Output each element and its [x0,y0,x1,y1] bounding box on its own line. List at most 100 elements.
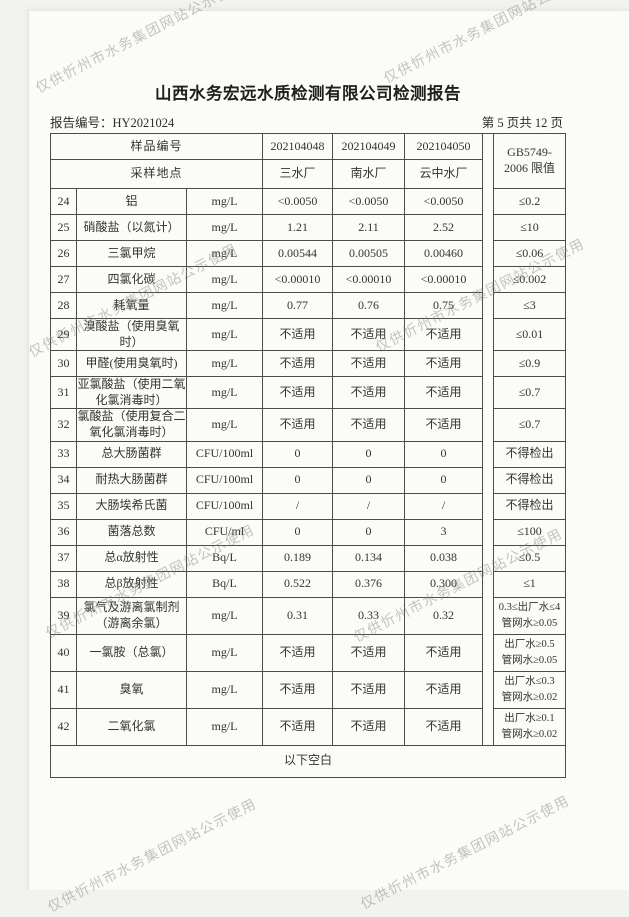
parameter-name: 总α放射性 [76,544,187,572]
value-sample-1: 不适用 [262,408,333,442]
value-sample-2: 0 [332,440,405,468]
report-title: 山西水务宏远水质检测有限公司检测报告 [155,85,461,103]
table-row: 30 甲醛(使用臭氧时) mg/L 不适用 不适用 不适用 ≤0.9 [50,350,566,378]
parameter-name: 溴酸盐（使用臭氧时） [76,317,187,352]
value-sample-1: 0 [262,466,333,494]
value-sample-1: 0.77 [262,292,333,319]
value-sample-1: 不适用 [262,376,333,410]
parameter-name: 二氧化氯 [76,707,187,746]
parameter-name: 硝酸盐（以氮计） [76,214,187,241]
unit: mg/L [186,317,263,352]
report-meta-line: 报告编号：HY2021024 第 5 页共 12 页 [50,112,563,131]
value-sample-2: 0.376 [332,570,405,598]
unit: mg/L [186,408,263,442]
row-number: 28 [50,292,77,319]
value-sample-3: 0.300 [404,570,483,598]
value-sample-1: 0 [262,518,333,546]
value-sample-3: 2.52 [404,214,483,241]
row-number: 38 [50,570,77,598]
sample-id-label: 样品编号 [50,133,263,160]
table-row: 31 亚氯酸盐（使用二氧化氯消毒时） mg/L 不适用 不适用 不适用 ≤0.7 [50,376,566,410]
limit-value: 出厂水≥0.5 管网水≥0.05 [493,633,566,672]
parameter-name: 总大肠菌群 [76,440,187,468]
unit: Bq/L [186,544,263,572]
value-sample-3: 3 [404,518,483,546]
table-row: 24 铝 mg/L <0.0050 <0.0050 <0.0050 ≤0.2 [50,188,566,215]
value-sample-3: 不适用 [404,633,483,672]
limit-value: 0.3≤出厂水≤4 管网水≥0.05 [493,596,566,635]
table-row: 34 耐热大肠菌群 CFU/100ml 0 0 0 不得检出 [50,466,566,494]
row-number: 35 [50,492,77,520]
limit-value: 不得检出 [493,492,566,520]
unit: mg/L [186,240,263,267]
value-sample-3: <0.00010 [404,266,483,293]
row-number: 27 [50,266,77,293]
value-sample-2: 不适用 [332,376,405,410]
table-row: 25 硝酸盐（以氮计） mg/L 1.21 2.11 2.52 ≤10 [50,214,566,241]
row-number: 29 [50,317,77,352]
value-sample-2: <0.00010 [332,266,405,293]
value-sample-2: 不适用 [332,707,405,746]
value-sample-1: 0.00544 [262,240,333,267]
header-row-sample-ids: 样品编号 202104048 202104049 202104050 GB574… [50,133,566,746]
row-number: 42 [50,707,77,746]
location-1: 三水厂 [262,159,333,189]
value-sample-1: <0.00010 [262,266,333,293]
parameter-name: 铝 [76,188,187,215]
unit: mg/L [186,292,263,319]
unit: mg/L [186,214,263,241]
value-sample-1: 不适用 [262,633,333,672]
limit-value: ≤100 [493,518,566,546]
parameter-name: 臭氧 [76,670,187,709]
unit: mg/L [186,633,263,672]
value-sample-3: 不适用 [404,376,483,410]
limit-value: ≤3 [493,292,566,319]
value-sample-2: / [332,492,405,520]
limit-value: ≤0.2 [493,188,566,215]
value-sample-1: <0.0050 [262,188,333,215]
value-sample-3: 0 [404,466,483,494]
page-indicator: 第 5 页共 12 页 [481,116,563,130]
below-blank-note: 以下空白 [50,744,566,778]
table-row: 32 氯酸盐（使用复合二氧化氯消毒时） mg/L 不适用 不适用 不适用 ≤0.… [50,408,566,442]
sample-id-1: 202104048 [262,133,333,160]
unit: mg/L [186,376,263,410]
value-sample-3: 0.038 [404,544,483,572]
value-sample-2: 不适用 [332,317,405,352]
limit-value: ≤0.002 [493,266,566,293]
table-row: 35 大肠埃希氏菌 CFU/100ml / / / 不得检出 [50,492,566,520]
value-sample-1: 0.522 [262,570,333,598]
table-row: 42 二氧化氯 mg/L 不适用 不适用 不适用 出厂水≥0.1 管网水≥0.0… [50,707,566,746]
value-sample-2: <0.0050 [332,188,405,215]
limit-column-header: GB5749- 2006 限值 [493,133,566,189]
blank-footer-row: 以下空白 [50,744,566,778]
row-number: 31 [50,376,77,410]
parameter-name: 氯气及游离氯制剂（游离余氯） [76,596,187,635]
table-row: 29 溴酸盐（使用臭氧时） mg/L 不适用 不适用 不适用 ≤0.01 [50,317,566,352]
value-sample-2: 0.33 [332,596,405,635]
parameter-name: 耐热大肠菌群 [76,466,187,494]
value-sample-3: / [404,492,483,520]
table-row: 39 氯气及游离氯制剂（游离余氯） mg/L 0.31 0.33 0.32 0.… [50,596,566,635]
unit: Bq/L [186,570,263,598]
limit-value: ≤0.06 [493,240,566,267]
unit: mg/L [186,188,263,215]
value-sample-1: 0.31 [262,596,333,635]
unit: mg/L [186,596,263,635]
row-number: 41 [50,670,77,709]
limit-value: 出厂水≥0.1 管网水≥0.02 [493,707,566,746]
value-sample-1: 0.189 [262,544,333,572]
value-sample-2: 0.134 [332,544,405,572]
unit: mg/L [186,707,263,746]
unit: CFU/100ml [186,492,263,520]
unit: CFU/ml [186,518,263,546]
value-sample-1: 不适用 [262,350,333,378]
limit-value: ≤0.7 [493,408,566,442]
parameter-name: 三氯甲烷 [76,240,187,267]
location-2: 南水厂 [332,159,405,189]
table-row: 27 四氯化碳 mg/L <0.00010 <0.00010 <0.00010 … [50,266,566,293]
unit: mg/L [186,266,263,293]
unit: mg/L [186,670,263,709]
value-sample-3: 不适用 [404,317,483,352]
value-sample-2: 0.00505 [332,240,405,267]
